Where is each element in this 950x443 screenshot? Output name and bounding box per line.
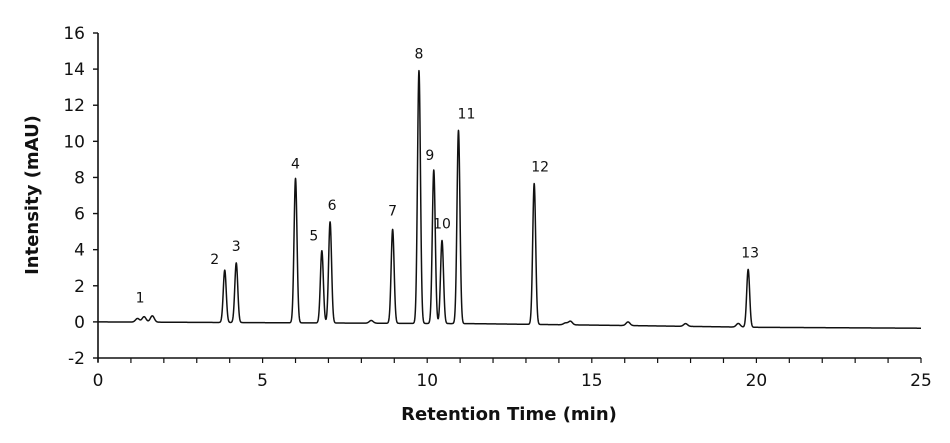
y-tick-label: -2 bbox=[68, 349, 85, 369]
peak-label-5: 5 bbox=[309, 229, 318, 245]
peak-label-13: 13 bbox=[741, 245, 759, 261]
x-tick-label: 20 bbox=[746, 371, 768, 391]
y-tick-label: 14 bbox=[63, 60, 85, 80]
y-tick-label: 6 bbox=[74, 205, 85, 225]
y-tick-label: 16 bbox=[63, 24, 85, 44]
y-tick-label: 8 bbox=[74, 168, 85, 188]
peak-label-11: 11 bbox=[458, 106, 476, 122]
peak-label-4: 4 bbox=[291, 156, 300, 172]
peak-label-7: 7 bbox=[388, 203, 397, 219]
peak-label-3: 3 bbox=[232, 239, 241, 255]
peak-label-10: 10 bbox=[433, 216, 451, 232]
y-tick-label: 2 bbox=[74, 277, 85, 297]
peak-label-12: 12 bbox=[531, 160, 549, 176]
x-tick-label: 15 bbox=[581, 371, 603, 391]
y-tick-label: 4 bbox=[74, 241, 85, 261]
peak-label-8: 8 bbox=[415, 47, 424, 63]
y-tick-label: 0 bbox=[74, 313, 85, 333]
chromatogram-line bbox=[97, 69, 922, 329]
y-tick-label: 12 bbox=[63, 96, 85, 116]
peak-label-6: 6 bbox=[328, 198, 337, 214]
x-tick-label: 25 bbox=[910, 371, 932, 391]
x-tick-label: 0 bbox=[93, 371, 104, 391]
x-tick-label: 10 bbox=[416, 371, 438, 391]
peak-label-1: 1 bbox=[136, 291, 145, 307]
y-tick-label: 10 bbox=[63, 132, 85, 152]
y-axis-title: Intensity (mAU) bbox=[22, 115, 43, 275]
chromatogram-trace bbox=[97, 69, 922, 329]
peak-label-9: 9 bbox=[425, 148, 434, 164]
x-tick-label: 5 bbox=[257, 371, 268, 391]
x-axis-title: Retention Time (min) bbox=[401, 404, 617, 425]
peak-label-2: 2 bbox=[210, 252, 219, 268]
